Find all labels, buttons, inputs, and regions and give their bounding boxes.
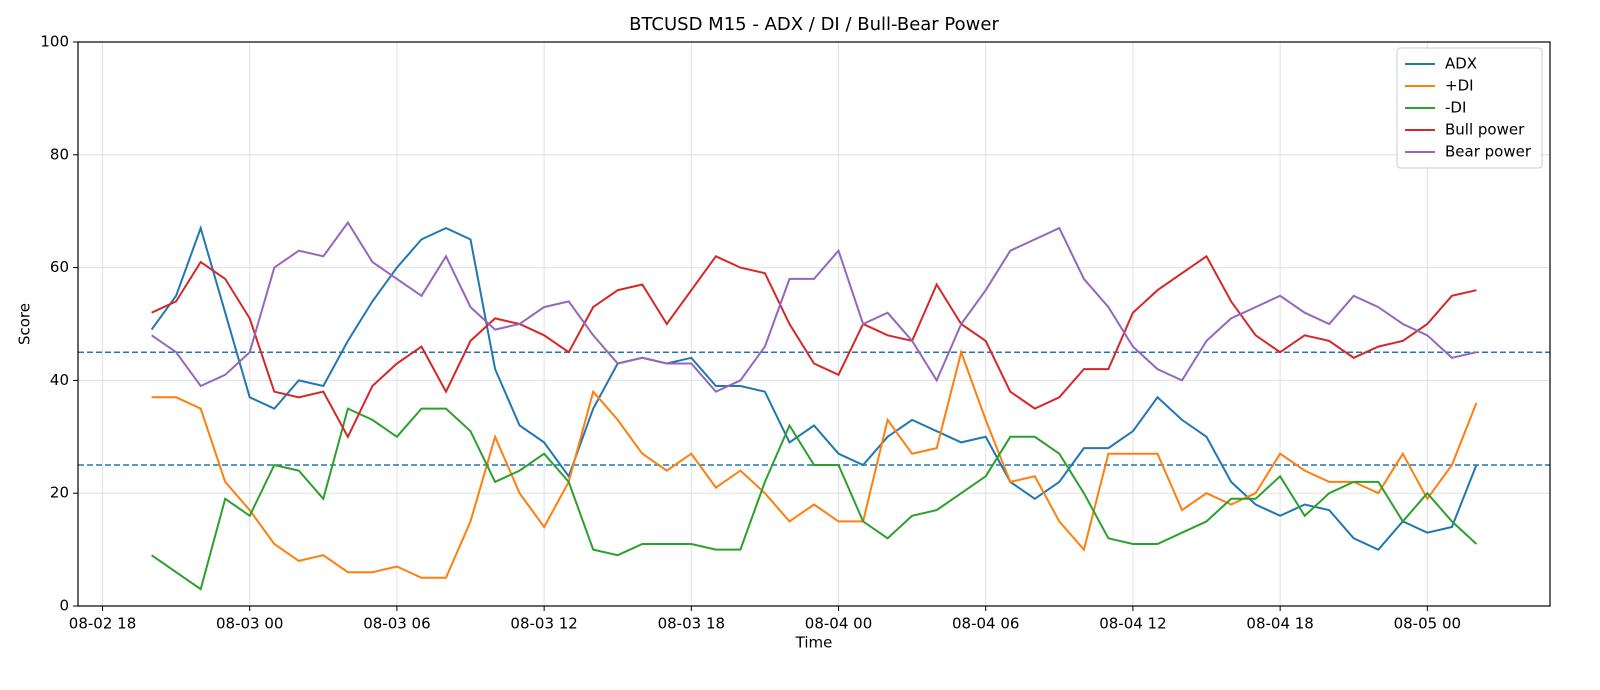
x-tick-label: 08-05 00 [1394, 615, 1461, 633]
chart-title: BTCUSD M15 - ADX / DI / Bull-Bear Power [629, 14, 999, 35]
legend-label: -DI [1445, 99, 1466, 117]
y-tick-label: 80 [50, 145, 69, 163]
series-line [150, 224, 1478, 551]
y-tick-label: 40 [50, 371, 69, 389]
x-tick-label: 08-04 06 [952, 615, 1019, 633]
x-tick-label: 08-04 00 [805, 615, 872, 633]
series-line [151, 254, 1477, 439]
legend-label: Bear power [1445, 143, 1532, 161]
legend-label: +DI [1445, 77, 1474, 95]
y-tick-label: 20 [50, 484, 69, 502]
series-line [151, 407, 1478, 591]
x-tick-label: 08-03 18 [658, 615, 725, 633]
series-line [151, 348, 1478, 579]
x-tick-label: 08-04 18 [1246, 615, 1313, 633]
y-axis-label: Score [16, 303, 34, 345]
y-tick-label: 60 [50, 258, 69, 276]
series-line [151, 220, 1477, 393]
legend-box [1396, 47, 1543, 169]
x-tick-label: 08-03 00 [216, 615, 283, 633]
x-tick-label: 08-02 18 [69, 615, 136, 633]
x-tick-label: 08-03 06 [363, 615, 430, 633]
legend-label: Bull power [1445, 121, 1525, 139]
legend-label: ADX [1445, 55, 1477, 73]
y-tick-label: 100 [40, 33, 69, 51]
x-axis-label: Time [795, 634, 833, 652]
x-tick-label: 08-04 12 [1099, 615, 1166, 633]
plot-frame [77, 41, 1551, 607]
y-tick-label: 0 [59, 597, 69, 615]
x-tick-label: 08-03 12 [510, 615, 577, 633]
